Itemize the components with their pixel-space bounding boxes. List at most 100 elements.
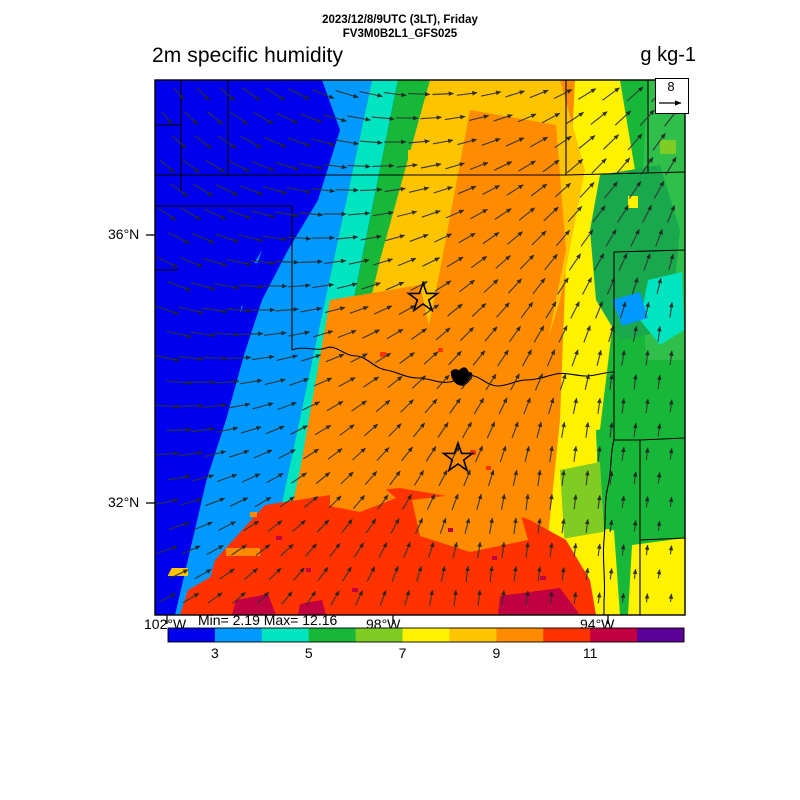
wind-vector xyxy=(530,183,548,197)
wind-vector xyxy=(495,255,511,269)
wind-vector xyxy=(383,92,407,98)
wind-vector xyxy=(440,565,446,582)
colorbar-tick-label: 5 xyxy=(304,645,313,661)
wind-vector xyxy=(275,112,299,124)
wind-vector xyxy=(276,354,298,361)
wind-vector xyxy=(274,211,300,218)
wind-vector xyxy=(416,565,423,582)
wind-vector xyxy=(597,397,602,414)
wind-vector xyxy=(470,208,488,220)
wind-vector xyxy=(202,355,228,361)
wind-vector xyxy=(608,325,615,343)
wind-vector xyxy=(513,517,518,534)
wind-vector xyxy=(618,252,628,271)
wind-vector xyxy=(520,301,534,319)
wind-vector xyxy=(190,282,216,291)
wind-vector xyxy=(423,351,439,365)
wind-vector xyxy=(290,425,308,435)
wind-vector xyxy=(542,159,560,173)
wind-vector xyxy=(342,566,352,582)
wind-vector xyxy=(482,231,500,245)
wind-vector xyxy=(218,521,237,531)
wind-vector xyxy=(432,138,454,145)
wind-vector xyxy=(517,113,537,123)
wind-vector xyxy=(299,212,324,217)
wind-vector xyxy=(465,565,470,582)
wind-vector xyxy=(470,255,488,269)
wind-vector xyxy=(354,542,364,558)
wind-vector xyxy=(155,498,179,505)
wind-vector xyxy=(519,254,535,270)
wind-vector xyxy=(605,229,617,247)
wind-vector xyxy=(287,137,311,147)
wind-vector xyxy=(505,137,525,147)
wind-vector xyxy=(226,308,252,313)
wind-vector xyxy=(469,161,489,171)
wind-vector xyxy=(239,185,263,195)
wind-vector xyxy=(537,517,542,534)
colorbar-tick-label: 11 xyxy=(582,645,598,661)
wind-vector xyxy=(449,398,461,414)
wind-vector xyxy=(620,446,626,461)
wind-vector xyxy=(192,183,214,197)
wind-vector xyxy=(191,426,216,433)
wind-vector xyxy=(202,307,228,314)
wind-vector xyxy=(609,373,614,390)
plot-frame xyxy=(154,79,686,616)
wind-vector xyxy=(537,469,542,486)
wind-vector xyxy=(178,306,204,315)
wind-vector xyxy=(327,448,343,460)
wind-vector xyxy=(373,305,393,315)
axis-ticks xyxy=(146,234,609,624)
colorbar-segment xyxy=(449,628,497,642)
wind-vector xyxy=(420,162,442,169)
wind-vector xyxy=(668,399,674,413)
wind-vector xyxy=(361,282,381,290)
wind-vector xyxy=(362,329,381,339)
wind-vector xyxy=(525,590,530,606)
wind-vector xyxy=(289,378,310,386)
wind-vector xyxy=(299,162,324,170)
station-star-south xyxy=(441,440,475,473)
wind-vector xyxy=(396,163,418,168)
wind-vector xyxy=(299,259,323,265)
wind-vector xyxy=(434,280,452,292)
wind-vector xyxy=(584,567,590,581)
wind-vector xyxy=(567,206,583,222)
wind-vector xyxy=(227,402,251,409)
station-markers xyxy=(406,280,475,473)
wind-vector xyxy=(459,326,475,342)
wind-vector xyxy=(305,590,317,606)
wind-vector xyxy=(512,469,518,486)
wind-vector xyxy=(626,86,644,102)
wind-vector xyxy=(385,281,405,291)
wind-vector xyxy=(252,111,274,125)
wind-vector xyxy=(518,160,536,172)
wind-vector xyxy=(451,493,459,511)
wind-vector xyxy=(348,211,371,216)
wind-vector xyxy=(561,469,566,486)
wind-vector xyxy=(267,520,283,532)
wind-vector xyxy=(510,373,520,391)
wind-vector xyxy=(303,495,319,509)
wind-vector xyxy=(656,277,662,294)
wind-vector xyxy=(180,498,203,506)
wind-vector xyxy=(159,159,175,173)
wind-vector xyxy=(336,235,359,240)
wind-vector xyxy=(597,446,602,462)
wind-vector xyxy=(592,205,606,223)
wind-vector xyxy=(474,445,484,463)
wind-vector xyxy=(263,186,288,195)
wind-vector xyxy=(166,380,193,386)
wind-vector xyxy=(591,158,607,174)
wind-vector xyxy=(596,349,603,366)
wind-vector xyxy=(215,426,239,433)
wind-vector xyxy=(365,518,377,534)
wind-vector xyxy=(473,397,485,415)
wind-vector xyxy=(464,517,471,534)
wind-vector xyxy=(632,471,638,485)
wind-vector xyxy=(206,544,224,556)
wind-vector xyxy=(275,161,300,171)
wind-vector xyxy=(168,521,190,530)
